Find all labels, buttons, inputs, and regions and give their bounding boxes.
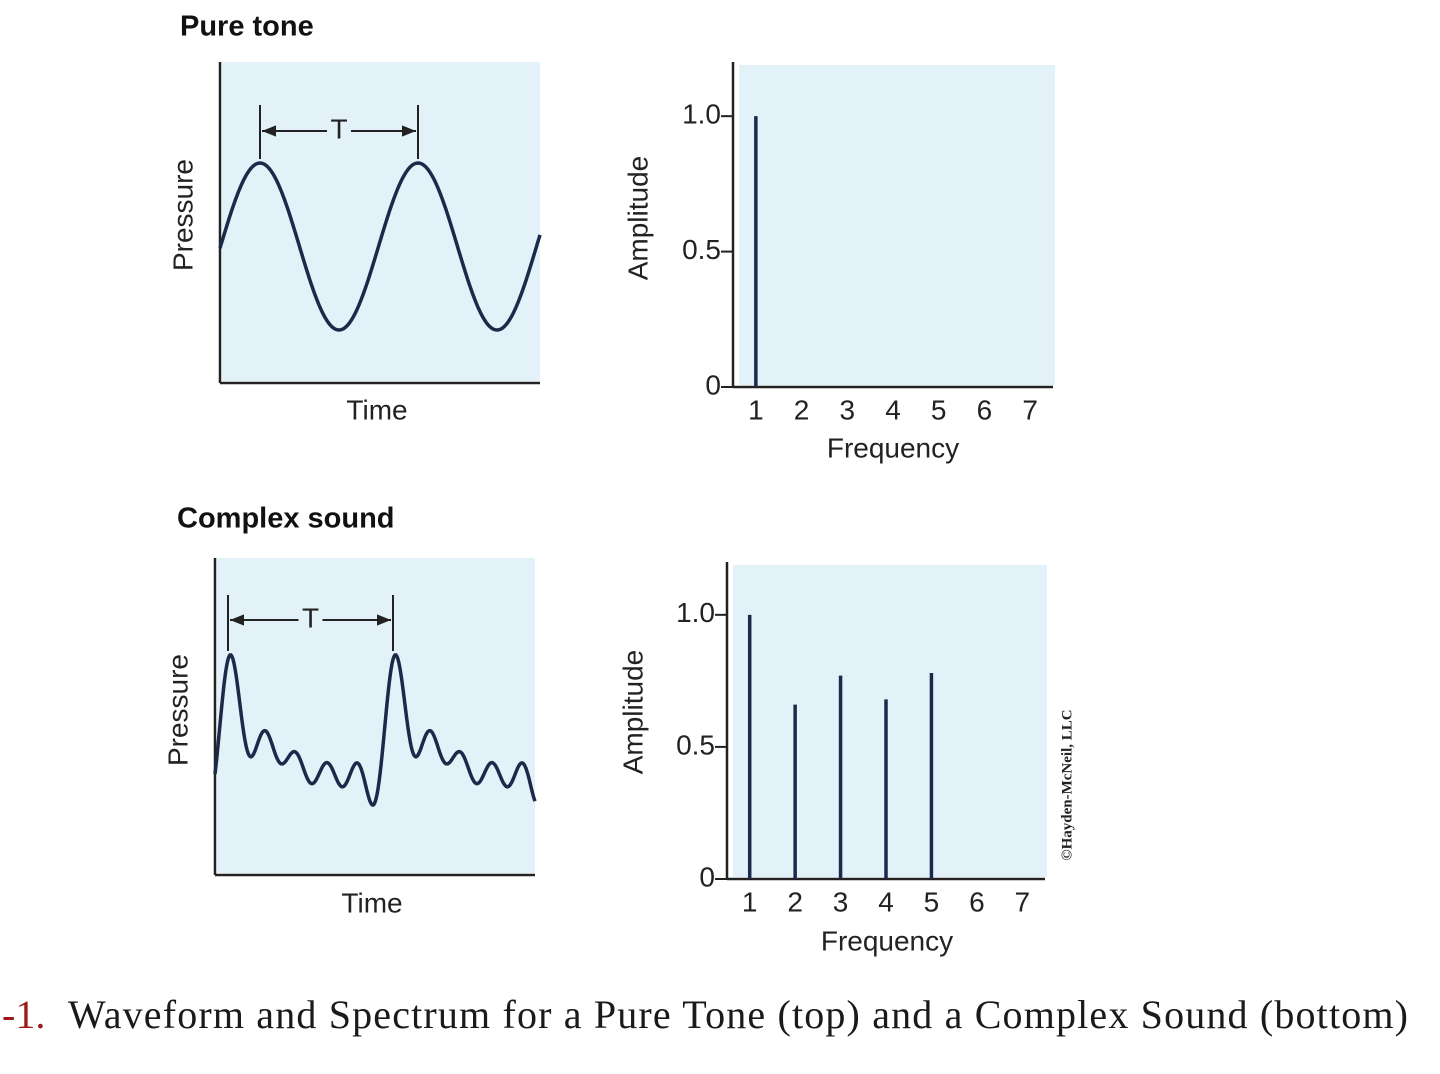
x-tick-label: 6 [977,394,993,425]
x-axis-label: Frequency [821,925,953,956]
y-axis-label: Pressure [162,654,193,766]
y-axis-label: Amplitude [617,650,648,775]
x-tick-label: 4 [885,394,901,425]
x-tick-label: 1 [748,394,764,425]
caption: Waveform and Spectrum for a Pure Tone (t… [68,992,1408,1037]
plot-area [222,62,540,381]
x-axis-label: Time [346,394,407,425]
x-tick-label: 5 [924,886,940,917]
x-tick-label: 7 [1014,886,1030,917]
x-tick-label: 4 [878,886,894,917]
panel-title: Pure tone [180,11,314,43]
waveform-curve [218,161,542,332]
period-label: T [330,113,347,144]
y-tick-label: 1.0 [682,99,721,130]
y-axis-label: Amplitude [622,156,653,281]
x-tick-label: 3 [833,886,849,917]
x-tick-label: 7 [1022,394,1038,425]
y-tick-label: 0 [699,861,715,892]
plot-area [217,558,535,873]
x-tick-label: 6 [969,886,985,917]
y-tick-label: 1.0 [676,597,715,628]
waveform-curve [213,653,537,807]
y-tick-label: 0.5 [682,234,721,265]
x-tick-label: 2 [787,886,803,917]
x-tick-label: 5 [931,394,947,425]
y-tick-label: 0.5 [676,729,715,760]
panel-title: Complex sound [177,503,395,535]
x-axis-label: Frequency [827,432,959,463]
y-tick-label: 0 [705,369,721,400]
x-tick-label: 3 [839,394,855,425]
period-label: T [302,602,319,633]
x-tick-label: 2 [794,394,810,425]
y-axis-label: Pressure [167,159,198,271]
figure-number: -1. [2,992,45,1037]
plot-area [733,565,1047,877]
plot-area [739,65,1055,385]
credit: ©Hayden-McNeil, LLC [1059,709,1075,860]
x-axis-label: Time [341,887,402,918]
x-tick-label: 1 [742,886,758,917]
